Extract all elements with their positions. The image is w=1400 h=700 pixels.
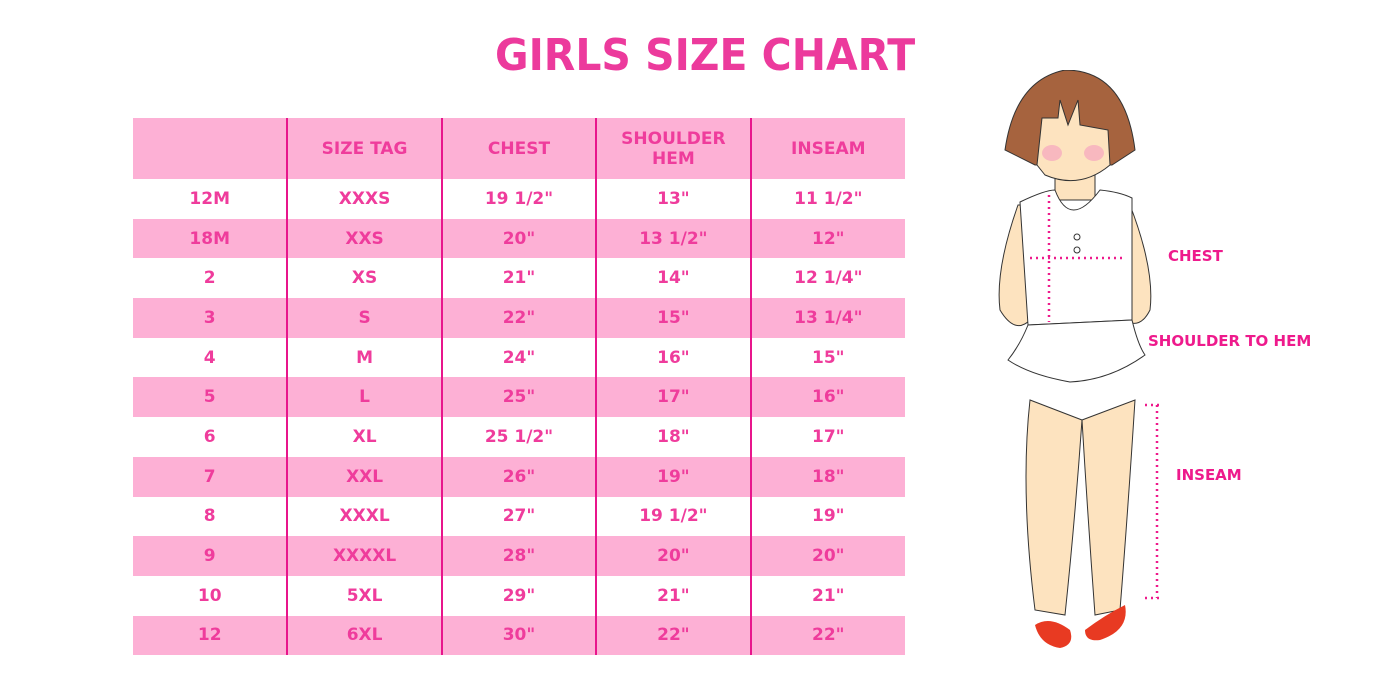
table-cell: S: [286, 298, 443, 338]
table-cell: 22": [749, 615, 905, 656]
table-row: 3 S 22" 15" 13 1/4": [133, 298, 905, 338]
table-cell: XS: [286, 258, 443, 299]
table-row: 5 L 25" 17" 16": [133, 377, 905, 418]
table-cell: 13 1/2": [595, 218, 752, 259]
table-row: 7 XXL 26" 19" 18": [133, 456, 905, 497]
table-cell: 27": [440, 496, 598, 537]
table-row: 8 XXXL 27" 19 1/2" 19": [133, 496, 905, 537]
table-cell: 12 1/4": [749, 258, 905, 299]
table-cell: 15": [749, 337, 905, 378]
table-cell: 19 1/2": [440, 179, 598, 219]
table-cell: 17": [749, 417, 905, 457]
table-row: 12 6XL 30" 22" 22": [133, 615, 905, 656]
table-cell: 5XL: [286, 575, 443, 616]
table-cell: 18": [595, 417, 752, 457]
page-title: GIRLS SIZE CHART: [495, 30, 916, 81]
table-cell: 11 1/2": [749, 179, 905, 219]
table-row: 2 XS 21" 14" 12 1/4": [133, 258, 905, 299]
table-cell: M: [286, 337, 443, 378]
table-cell: 24": [440, 337, 598, 378]
table-row: 6 XL 25 1/2" 18" 17": [133, 417, 905, 457]
table-cell: 14": [595, 258, 752, 299]
table-cell: 18": [749, 456, 905, 497]
table-cell: XXXL: [286, 496, 443, 537]
column-header: CHEST: [440, 118, 598, 179]
table-cell: 6XL: [286, 615, 443, 656]
column-header: SHOULDER HEM: [595, 118, 752, 179]
table-cell: 12: [133, 615, 289, 656]
table-row: 12M XXXS 19 1/2" 13" 11 1/2": [133, 179, 905, 219]
table-row: 4 M 24" 16" 15": [133, 337, 905, 378]
column-header: INSEAM: [749, 118, 905, 179]
table-cell: 19": [595, 456, 752, 497]
table-cell: 13 1/4": [749, 298, 905, 338]
table-cell: 12M: [133, 179, 289, 219]
table-cell: XXS: [286, 218, 443, 259]
table-cell: 21": [440, 258, 598, 299]
chest-label: CHEST: [1168, 247, 1223, 265]
table-cell: XL: [286, 417, 443, 457]
inseam-label: INSEAM: [1176, 466, 1242, 484]
table-cell: 8: [133, 496, 289, 537]
table-cell: 22": [595, 615, 752, 656]
size-chart-table: SIZE TAG CHEST SHOULDER HEM INSEAM 12M XXXS 1…: [133, 118, 905, 656]
table-cell: 25 1/2": [440, 417, 598, 457]
girl-illustration: [998, 70, 1163, 648]
table-cell: 9: [133, 536, 289, 576]
table-cell: 29": [440, 575, 598, 616]
table-cell: 20": [749, 536, 905, 576]
table-cell: 25": [440, 377, 598, 418]
table-header-row: SIZE TAG CHEST SHOULDER HEM INSEAM: [133, 118, 905, 179]
table-cell: 16": [595, 337, 752, 378]
table-cell: 19 1/2": [595, 496, 752, 537]
table-cell: XXXS: [286, 179, 443, 219]
column-header: SIZE TAG: [286, 118, 443, 179]
table-row: 18M XXS 20" 13 1/2" 12": [133, 218, 905, 259]
shoulder-to-hem-label: SHOULDER TO HEM: [1148, 332, 1312, 350]
table-cell: 7: [133, 456, 289, 497]
table-cell: 18M: [133, 218, 289, 259]
table-row: 9 XXXXL 28" 20" 20": [133, 536, 905, 576]
table-cell: XXXXL: [286, 536, 443, 576]
table-cell: 3: [133, 298, 289, 338]
column-header: [133, 118, 289, 179]
table-cell: 13": [595, 179, 752, 219]
table-cell: 5: [133, 377, 289, 418]
table-cell: 20": [595, 536, 752, 576]
table-cell: 21": [749, 575, 905, 616]
table-cell: 19": [749, 496, 905, 537]
table-cell: 21": [595, 575, 752, 616]
table-cell: 2: [133, 258, 289, 299]
table-cell: 10: [133, 575, 289, 616]
table-cell: L: [286, 377, 443, 418]
table-cell: 15": [595, 298, 752, 338]
table-cell: 28": [440, 536, 598, 576]
table-cell: XXL: [286, 456, 443, 497]
table-cell: 4: [133, 337, 289, 378]
table-cell: 22": [440, 298, 598, 338]
table-cell: 17": [595, 377, 752, 418]
table-cell: 6: [133, 417, 289, 457]
table-cell: 20": [440, 218, 598, 259]
table-cell: 26": [440, 456, 598, 497]
table-cell: 12": [749, 218, 905, 259]
table-cell: 16": [749, 377, 905, 418]
table-cell: 30": [440, 615, 598, 656]
table-row: 10 5XL 29" 21" 21": [133, 575, 905, 616]
